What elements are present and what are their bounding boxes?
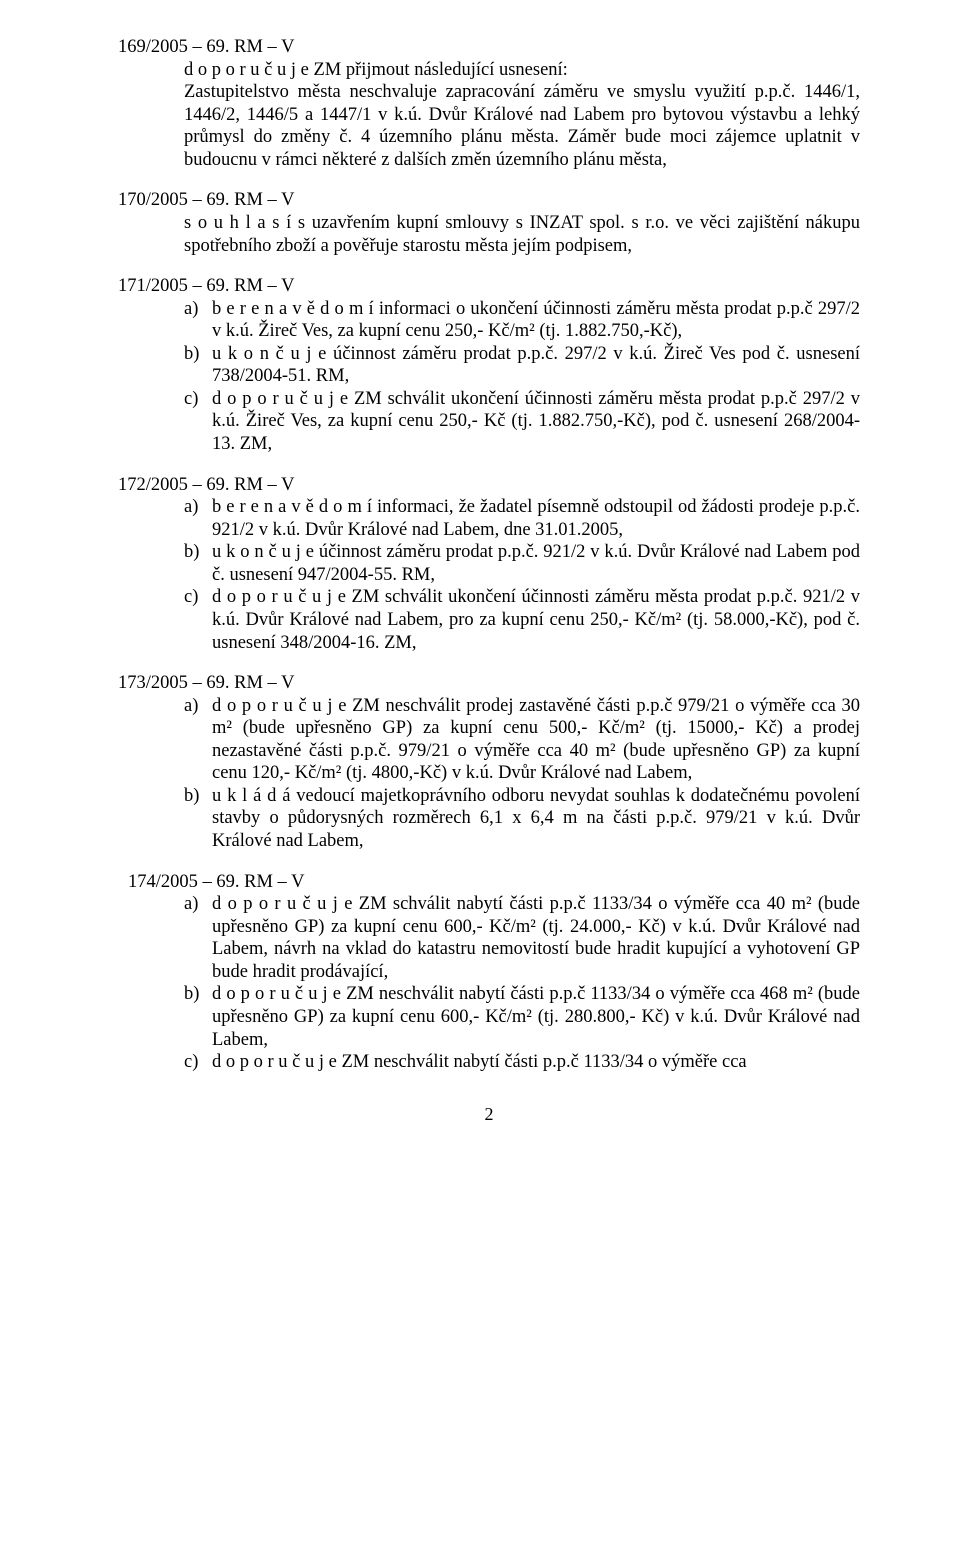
resolution-items: a) b e r e n a v ě d o m í informaci, že … — [184, 496, 860, 654]
resolution-body: d o p o r u č u j e ZM přijmout následuj… — [184, 59, 860, 172]
list-marker: a) — [184, 298, 198, 321]
list-text: d o p o r u č u j e ZM schválit nabytí č… — [212, 894, 860, 982]
resolution-heading: 174/2005 – 69. RM – V — [128, 871, 860, 894]
resolution-172: 172/2005 – 69. RM – V a) b e r e n a v ě … — [118, 474, 860, 655]
list-text: d o p o r u č u j e ZM neschválit nabytí… — [212, 984, 860, 1049]
list-item: a) d o p o r u č u j e ZM neschválit prod… — [184, 695, 860, 785]
resolution-heading: 172/2005 – 69. RM – V — [118, 474, 860, 497]
list-text: u k l á d á vedoucí majetkoprávního odbo… — [212, 786, 860, 851]
list-item: b) u k o n č u j e účinnost záměru prodat… — [184, 343, 860, 388]
list-item: a) b e r e n a v ě d o m í informaci o uk… — [184, 298, 860, 343]
resolution-173: 173/2005 – 69. RM – V a) d o p o r u č u … — [118, 672, 860, 853]
resolution-items: a) d o p o r u č u j e ZM schválit nabytí… — [184, 893, 860, 1074]
list-item: c) d o p o r u č u j e ZM neschválit naby… — [184, 1051, 860, 1074]
page-number: 2 — [118, 1104, 860, 1126]
resolution-171: 171/2005 – 69. RM – V a) b e r e n a v ě … — [118, 275, 860, 456]
list-marker: c) — [184, 586, 198, 609]
list-text: d o p o r u č u j e ZM neschválit nabytí… — [212, 1052, 747, 1072]
list-text: d o p o r u č u j e ZM schválit ukončení… — [212, 587, 860, 652]
list-marker: b) — [184, 343, 199, 366]
list-marker: a) — [184, 695, 198, 718]
list-item: c) d o p o r u č u j e ZM schválit ukonče… — [184, 388, 860, 456]
list-marker: c) — [184, 1051, 198, 1074]
list-text: u k o n č u j e účinnost záměru prodat p… — [212, 344, 860, 387]
resolution-heading: 171/2005 – 69. RM – V — [118, 275, 860, 298]
list-item: b) u k o n č u j e účinnost záměru prodat… — [184, 541, 860, 586]
resolution-174: 174/2005 – 69. RM – V a) d o p o r u č u … — [118, 871, 860, 1074]
list-marker: b) — [184, 541, 199, 564]
list-text: d o p o r u č u j e ZM schválit ukončení… — [212, 389, 860, 454]
list-marker: b) — [184, 983, 199, 1006]
page: 169/2005 – 69. RM – V d o p o r u č u j … — [0, 0, 960, 1543]
resolution-heading: 170/2005 – 69. RM – V — [118, 189, 860, 212]
list-marker: a) — [184, 496, 198, 519]
list-marker: c) — [184, 388, 198, 411]
list-marker: a) — [184, 893, 198, 916]
list-text: b e r e n a v ě d o m í informaci, že ža… — [212, 497, 860, 540]
list-item: a) b e r e n a v ě d o m í informaci, že … — [184, 496, 860, 541]
list-text: d o p o r u č u j e ZM neschválit prodej… — [212, 696, 860, 784]
resolution-body: s o u h l a s í s uzavřením kupní smlouv… — [184, 212, 860, 257]
list-item: a) d o p o r u č u j e ZM schválit nabytí… — [184, 893, 860, 983]
list-item: b) u k l á d á vedoucí majetkoprávního od… — [184, 785, 860, 853]
list-text: u k o n č u j e účinnost záměru prodat p… — [212, 542, 860, 585]
resolution-heading: 173/2005 – 69. RM – V — [118, 672, 860, 695]
list-item: b) d o p o r u č u j e ZM neschválit naby… — [184, 983, 860, 1051]
list-text: b e r e n a v ě d o m í informaci o ukon… — [212, 299, 860, 342]
resolution-170: 170/2005 – 69. RM – V s o u h l a s í s … — [118, 189, 860, 257]
resolution-items: a) b e r e n a v ě d o m í informaci o uk… — [184, 298, 860, 456]
list-item: c) d o p o r u č u j e ZM schválit ukonče… — [184, 586, 860, 654]
resolution-169: 169/2005 – 69. RM – V d o p o r u č u j … — [118, 36, 860, 171]
list-marker: b) — [184, 785, 199, 808]
resolution-heading: 169/2005 – 69. RM – V — [118, 36, 860, 59]
resolution-items: a) d o p o r u č u j e ZM neschválit prod… — [184, 695, 860, 853]
